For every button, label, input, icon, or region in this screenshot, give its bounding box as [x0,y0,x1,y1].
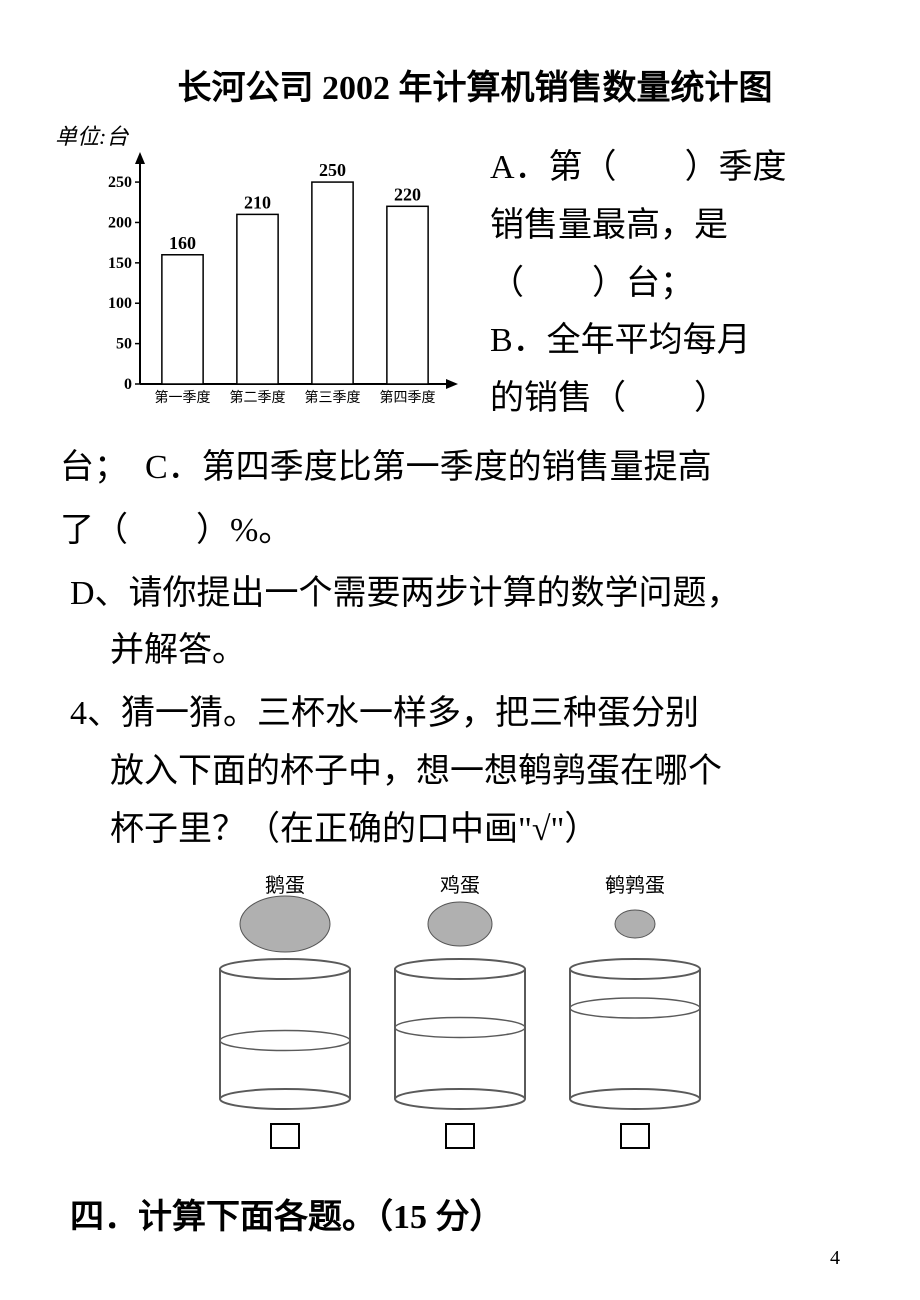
question-4: 4、猜一猜。三杯水一样多，把三种蛋分别 放入下面的杯子中，想一想鹌鹑蛋在哪个 杯… [60,685,860,858]
cups-diagram-container: 鹅蛋 鸡蛋 鹌鹑蛋 [60,874,860,1169]
svg-text:250: 250 [319,160,346,180]
qc2-suffix: ）%。 [196,512,292,549]
svg-text:第一季度: 第一季度 [155,389,211,406]
cups-diagram: 鹅蛋 鸡蛋 鹌鹑蛋 [180,874,740,1164]
qa3-suffix: ）台； [592,265,694,302]
svg-text:第二季度: 第二季度 [230,389,286,406]
qd-line2: 并解答。 [70,622,860,680]
question-a-line2: 销售量最高，是 [490,197,860,255]
q4-line2: 放入下面的杯子中，想一想鹌鹑蛋在哪个 [70,743,860,801]
question-d: D、请你提出一个需要两步计算的数学问题， 并解答。 [60,565,860,681]
cont-prefix: 台； [60,449,111,486]
svg-text:鸡蛋: 鸡蛋 [440,874,480,897]
bar-chart: 0 50 100 150 200 250 160 第一季度 210 第二季度 250 第三季度 220 第… [90,144,460,424]
svg-text:220: 220 [394,184,421,204]
qa-mid: ）季度 [685,149,787,186]
svg-text:100: 100 [108,295,132,312]
svg-text:200: 200 [108,214,132,231]
svg-text:50: 50 [116,336,132,353]
question-c-line2: 了（ ）%。 [60,502,860,560]
section-4-heading: 四．计算下面各题。（15 分） [60,1189,860,1238]
question-b-line2: 的销售（ ） [490,370,860,428]
blank-b[interactable] [626,370,694,428]
svg-text:210: 210 [244,192,271,212]
question-a-line1: A．第（ ）季度 [490,139,860,197]
qb2-suffix: ） [694,380,728,417]
chart-questions-row: 单位:台 050100150200250160第一季度210第二季度250第三季… [60,129,860,429]
qa3-prefix: （ [490,265,524,302]
blank-c[interactable] [128,502,196,560]
qd-line1: D、请你提出一个需要两步计算的数学问题， [70,565,860,623]
question-continuation: 台； C．第四季度比第一季度的销售量提高 [60,439,860,497]
svg-text:160: 160 [169,233,196,253]
document-title: 长河公司 2002 年计算机销售数量统计图 [90,60,860,109]
blank-a1[interactable] [617,139,685,197]
svg-text:0: 0 [124,376,132,393]
svg-text:250: 250 [108,174,132,191]
bar-chart-container: 单位:台 050100150200250160第一季度210第二季度250第三季… [60,129,460,429]
side-questions: A．第（ ）季度 销售量最高，是 （ ）台； B．全年平均每月 的销售（ ） [460,129,860,428]
question-c-text: C．第四季度比第一季度的销售量提高 [145,449,712,486]
qb2-prefix: 的销售（ [490,380,626,417]
svg-text:鹅蛋: 鹅蛋 [265,874,305,897]
svg-text:150: 150 [108,255,132,272]
blank-a2[interactable] [524,255,592,313]
svg-text:第四季度: 第四季度 [380,389,436,406]
q4-line3: 杯子里？（在正确的口中画"√"） [70,801,860,859]
qc2-prefix: 了（ [60,512,128,549]
question-a-line3: （ ）台； [490,255,860,313]
question-b-line1: B．全年平均每月 [490,312,860,370]
svg-text:鹌鹑蛋: 鹌鹑蛋 [605,874,665,897]
page-number: 4 [830,1247,840,1270]
qa-prefix: A．第（ [490,149,617,186]
q4-line1: 4、猜一猜。三杯水一样多，把三种蛋分别 [70,685,860,743]
svg-text:第三季度: 第三季度 [305,389,361,406]
